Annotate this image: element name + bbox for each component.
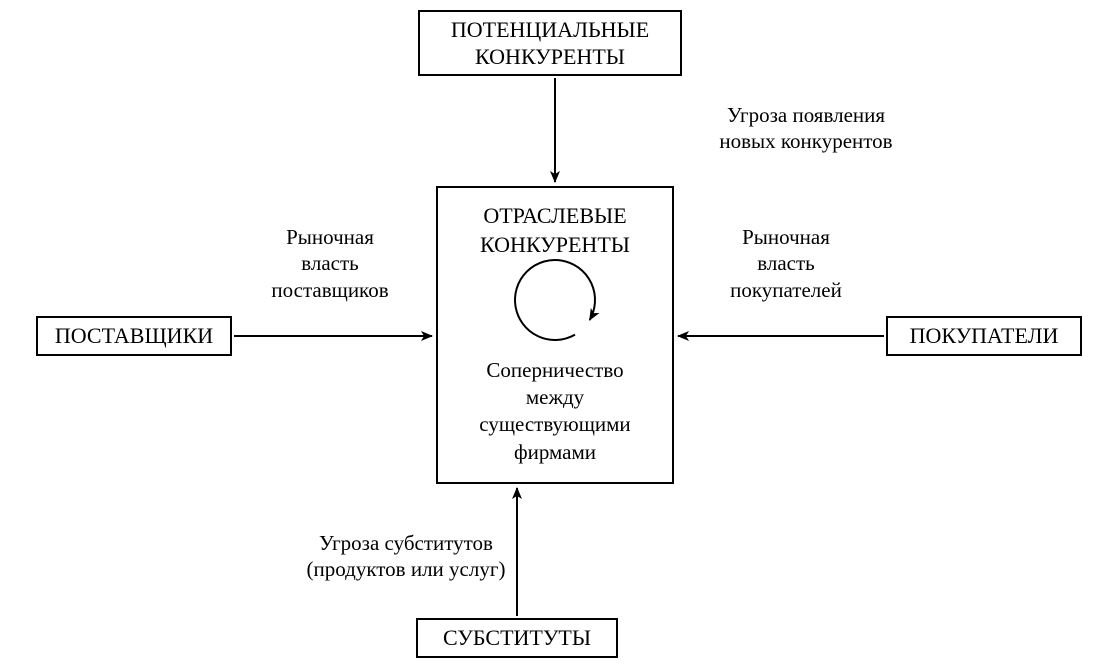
node-industry-competitors: ОТРАСЛЕВЫЕ КОНКУРЕНТЫ Соперничество межд… bbox=[436, 186, 674, 484]
center-sub-line1: Соперничество bbox=[479, 357, 630, 384]
label-threat-new-entrants-line1: Угроза появления bbox=[686, 102, 926, 128]
label-supplier-power-line3: поставщиков bbox=[240, 277, 420, 303]
node-substitutes-text: СУБСТИТУТЫ bbox=[443, 625, 591, 651]
label-buyer-power-line2: власть bbox=[696, 250, 876, 276]
center-sub-line4: фирмами bbox=[479, 439, 630, 466]
label-supplier-power: Рыночная власть поставщиков bbox=[240, 224, 420, 303]
label-threat-new-entrants: Угроза появления новых конкурентов bbox=[686, 102, 926, 155]
diagram-container: ПОТЕНЦИАЛЬНЫЕ КОНКУРЕНТЫ ПОСТАВЩИКИ ПОКУ… bbox=[0, 0, 1113, 671]
node-potential-competitors-line1: ПОТЕНЦИАЛЬНЫЕ bbox=[451, 16, 649, 44]
label-threat-substitutes-line2: (продуктов или услуг) bbox=[276, 556, 536, 582]
node-potential-competitors-line2: КОНКУРЕНТЫ bbox=[475, 43, 625, 71]
node-substitutes: СУБСТИТУТЫ bbox=[416, 618, 618, 658]
node-buyers-text: ПОКУПАТЕЛИ bbox=[910, 323, 1059, 349]
center-title-line1: ОТРАСЛЕВЫЕ bbox=[480, 202, 630, 231]
center-sub-line2: между bbox=[479, 384, 630, 411]
node-potential-competitors: ПОТЕНЦИАЛЬНЫЕ КОНКУРЕНТЫ bbox=[418, 10, 682, 76]
node-suppliers: ПОСТАВЩИКИ bbox=[36, 316, 232, 356]
node-suppliers-text: ПОСТАВЩИКИ bbox=[55, 323, 213, 349]
label-threat-substitutes: Угроза субститутов (продуктов или услуг) bbox=[276, 530, 536, 583]
label-buyer-power-line1: Рыночная bbox=[696, 224, 876, 250]
label-supplier-power-line1: Рыночная bbox=[240, 224, 420, 250]
node-buyers: ПОКУПАТЕЛИ bbox=[886, 316, 1082, 356]
label-buyer-power: Рыночная власть покупателей bbox=[696, 224, 876, 303]
label-buyer-power-line3: покупателей bbox=[696, 277, 876, 303]
label-threat-substitutes-line1: Угроза субститутов bbox=[276, 530, 536, 556]
center-title-line2: КОНКУРЕНТЫ bbox=[480, 231, 630, 260]
label-supplier-power-line2: власть bbox=[240, 250, 420, 276]
center-sub-line3: существующими bbox=[479, 411, 630, 438]
label-threat-new-entrants-line2: новых конкурентов bbox=[686, 128, 926, 154]
